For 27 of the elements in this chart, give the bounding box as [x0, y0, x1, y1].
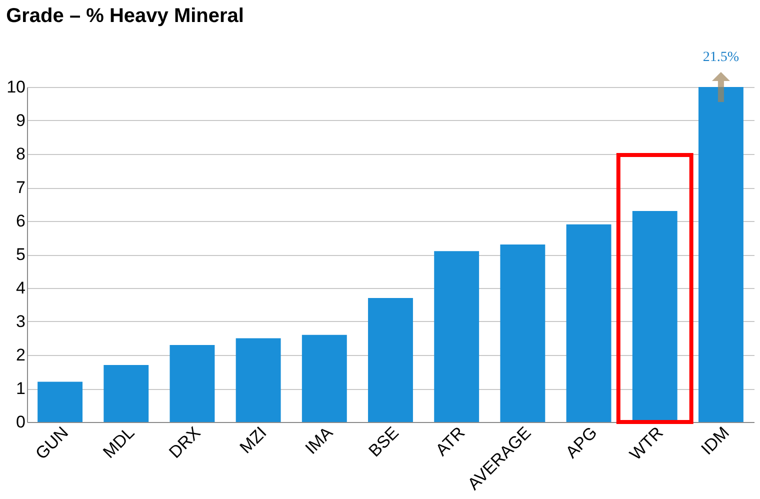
x-tick-label: IDM	[698, 423, 733, 459]
text: 21.5%	[702, 50, 740, 65]
y-tick-label: 3	[16, 312, 26, 331]
bar	[434, 251, 480, 422]
y-tick-label: 8	[16, 144, 26, 164]
chart-title: Grade – % Heavy Mineral	[6, 5, 244, 27]
x-tick-label: IMA	[302, 422, 337, 458]
y-tick-label: 4	[16, 278, 26, 298]
bar	[698, 87, 744, 422]
bar	[170, 344, 215, 422]
bar	[500, 244, 546, 422]
bar	[302, 334, 347, 422]
bar	[104, 365, 149, 422]
x-tick-label: MDL	[99, 423, 138, 462]
bar	[236, 338, 281, 422]
bar	[38, 382, 83, 422]
x-tick-label: MZI	[236, 423, 270, 458]
y-tick-label: 9	[16, 111, 26, 130]
bar	[368, 298, 413, 422]
y-tick-label: 7	[16, 178, 26, 197]
y-tick-label: 1	[16, 379, 26, 398]
y-tick-label: 2	[16, 346, 26, 364]
bar	[566, 224, 612, 422]
y-tick-label: 6	[16, 212, 26, 230]
y-tick-label: 10	[6, 78, 26, 96]
y-tick-label: 5	[16, 245, 26, 264]
y-tick-label: 0	[16, 412, 26, 432]
